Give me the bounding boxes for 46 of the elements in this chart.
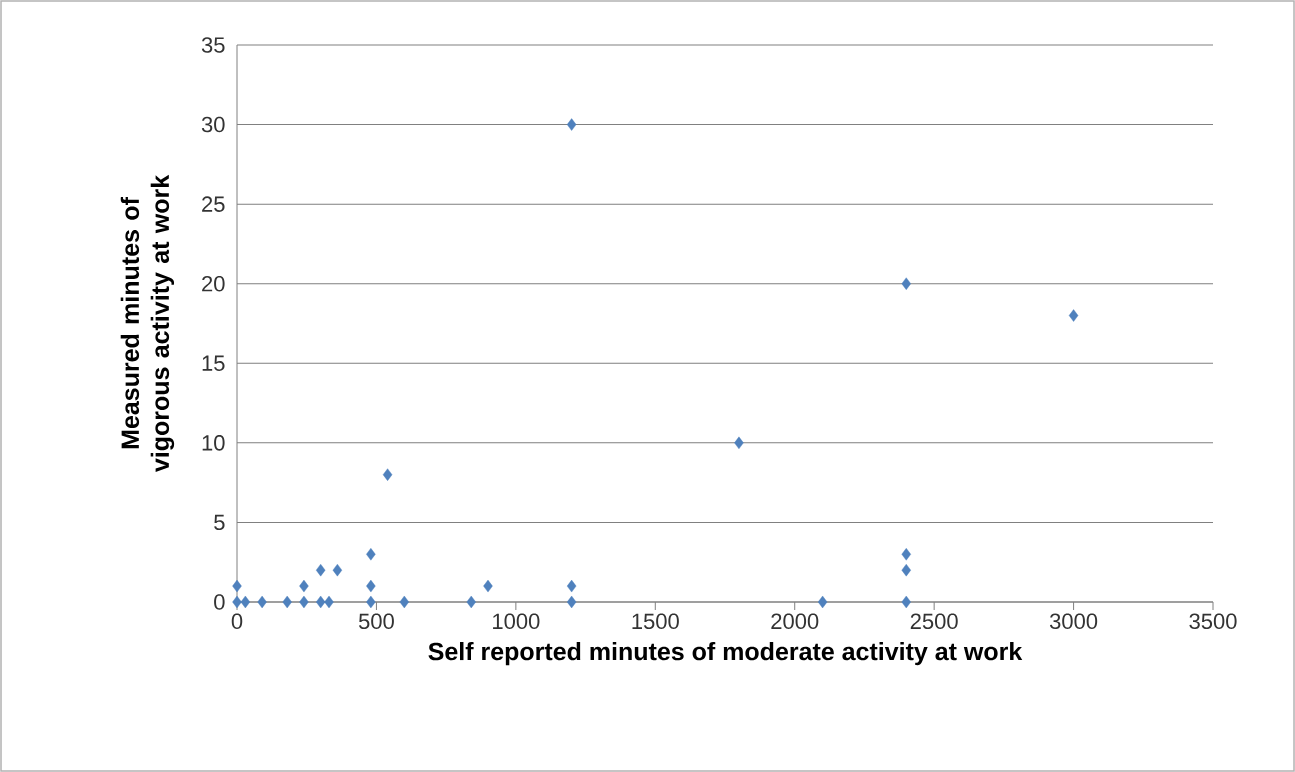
- x-tick-label: 3500: [1189, 613, 1237, 630]
- y-tick-label: 10: [202, 435, 225, 451]
- x-tick-label: 2500: [910, 613, 958, 630]
- point: [1068, 309, 1079, 322]
- point: [817, 595, 828, 609]
- point: [566, 579, 577, 593]
- point: [315, 563, 326, 577]
- point: [299, 595, 309, 609]
- point: [382, 468, 393, 481]
- point: [901, 548, 911, 561]
- x-tick-label: 3000: [1049, 613, 1098, 630]
- point: [566, 595, 577, 609]
- point: [315, 595, 326, 609]
- y-tick-label: 20: [202, 275, 225, 292]
- point: [901, 595, 911, 609]
- point: [399, 595, 410, 609]
- y-axis-title: Measured minutes of vigorous activity at work: [120, 174, 175, 473]
- y-tick-label: 35: [201, 37, 225, 53]
- x-axis-title: Self reported minutes of moderate activity at work: [428, 641, 1023, 666]
- point: [232, 595, 242, 609]
- point: [299, 579, 309, 593]
- y-tick-label: 5: [214, 514, 225, 531]
- y-tick-label: 25: [202, 196, 225, 212]
- y-tick-label: 30: [201, 116, 225, 133]
- x-tick-label: 0: [231, 613, 243, 630]
- point: [282, 595, 292, 609]
- y-tick-label: 15: [202, 355, 225, 371]
- x-tick-label: 1000: [493, 613, 540, 630]
- x-tick-label: 2000: [771, 613, 819, 630]
- point: [566, 118, 577, 131]
- point: [257, 595, 267, 609]
- point: [366, 579, 376, 593]
- point: [466, 595, 476, 609]
- point: [366, 595, 376, 609]
- point: [734, 436, 744, 450]
- point: [366, 548, 376, 561]
- point: [901, 563, 911, 577]
- y-tick-label: 0: [214, 594, 225, 610]
- point: [232, 579, 242, 593]
- x-tick-label: 500: [358, 613, 394, 630]
- point: [324, 595, 334, 609]
- point: [901, 277, 911, 290]
- point: [483, 579, 493, 593]
- point: [240, 595, 251, 609]
- x-tick-label: 1500: [632, 613, 679, 630]
- point: [332, 563, 343, 577]
